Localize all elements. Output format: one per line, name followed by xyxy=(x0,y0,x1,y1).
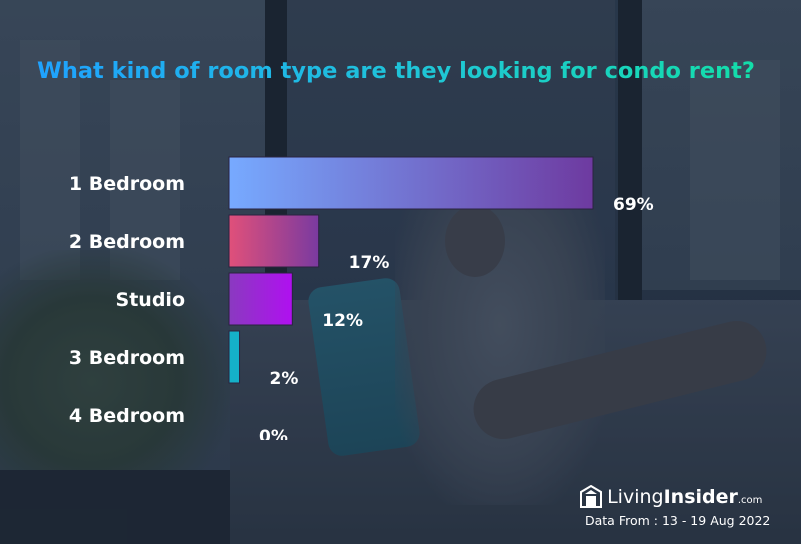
bar-2-bedroom xyxy=(228,214,320,268)
building xyxy=(690,60,780,280)
building xyxy=(110,80,180,280)
brand-name-bold: Insider xyxy=(663,486,738,508)
person-head xyxy=(445,205,505,277)
brand-name: LivingInsider.com xyxy=(607,486,762,508)
value-label: 2% xyxy=(270,369,299,389)
building xyxy=(20,40,80,280)
value-label: 69% xyxy=(613,195,654,215)
bar-3-bedroom xyxy=(228,330,241,384)
brand-name-light: Living xyxy=(607,486,664,508)
data-date-range: Data From : 13 - 19 Aug 2022 xyxy=(585,513,771,528)
value-label: 17% xyxy=(349,253,390,273)
value-label: 0% xyxy=(259,427,288,440)
category-label: 1 Bedroom xyxy=(69,173,185,195)
brand-logo: LivingInsider.com xyxy=(580,485,762,511)
category-label: 2 Bedroom xyxy=(69,231,185,253)
bar-chart: 1 Bedroom 69% 2 Bedroom 17% Studio 12% 3 Bedro… xyxy=(69,156,654,440)
brand-footer: LivingInsider.com Data From : 13 - 19 Au… xyxy=(580,485,790,535)
bar-1-bedroom xyxy=(228,156,594,210)
brand-suffix: .com xyxy=(737,495,763,506)
foliage xyxy=(0,250,230,470)
chart-title: What kind of room type are they looking … xyxy=(37,58,777,84)
window-frame xyxy=(618,0,642,300)
category-label: 4 Bedroom xyxy=(69,405,185,427)
house-logo-icon xyxy=(580,485,602,508)
value-label: 12% xyxy=(322,311,363,331)
category-label: Studio xyxy=(116,289,185,311)
category-label: 3 Bedroom xyxy=(69,347,185,369)
bar-studio xyxy=(228,272,293,326)
